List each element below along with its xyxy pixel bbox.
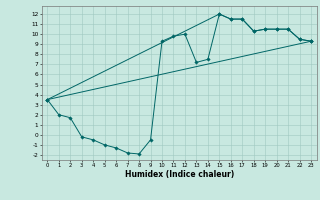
X-axis label: Humidex (Indice chaleur): Humidex (Indice chaleur) (124, 170, 234, 179)
